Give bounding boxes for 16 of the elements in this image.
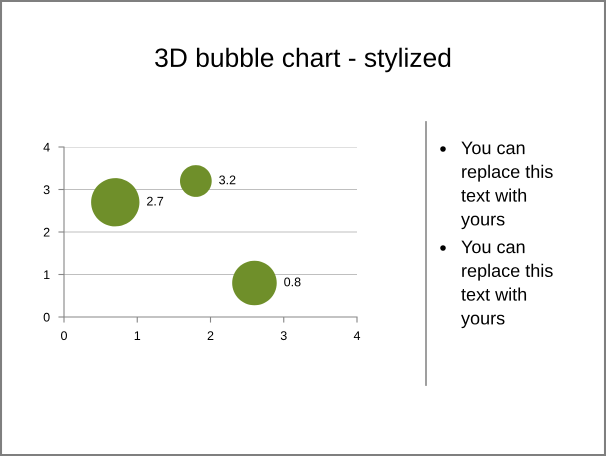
y-tick-label: 4 — [43, 142, 50, 152]
data-label: 2.7 — [147, 196, 164, 206]
y-tick-label: 2 — [44, 228, 50, 237]
y-tick-label: 3 — [44, 185, 50, 194]
data-label: 3.2 — [219, 176, 236, 184]
text: You can replace this text with yours — [461, 142, 553, 230]
x-tick-label: 3 — [280, 331, 287, 340]
chart-title: 3D bubble chart - stylized — [155, 48, 450, 72]
x-tick-label: 0 — [61, 331, 67, 340]
text: You can replace this text with yours — [461, 240, 553, 328]
data-label: 0.8 — [284, 278, 301, 286]
y-tick-label: 1 — [44, 270, 50, 280]
x-tick-label: 2 — [208, 331, 214, 340]
x-tick-label: 1 — [134, 331, 140, 340]
y-tick-label: 0 — [44, 312, 50, 322]
x-tick-label: 4 — [354, 331, 360, 340]
